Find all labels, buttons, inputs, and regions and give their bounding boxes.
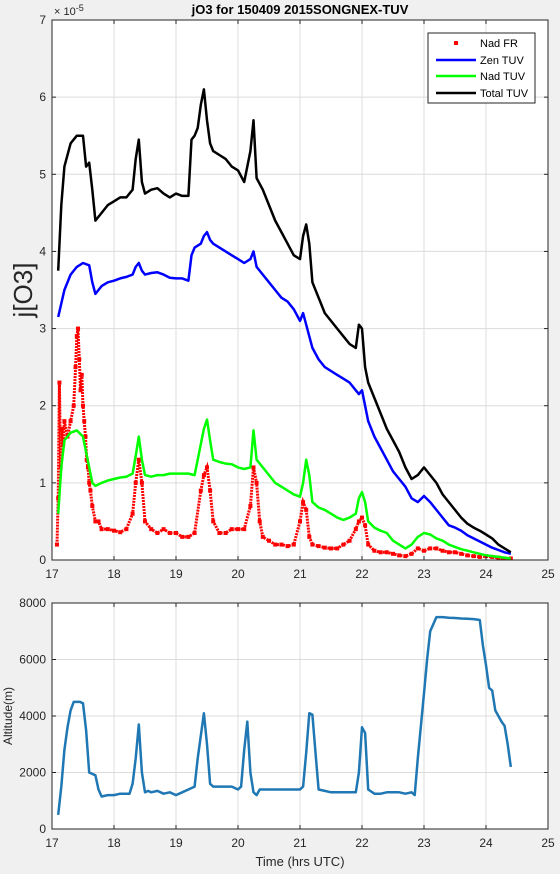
- jo3-xtick-label-18: 18: [107, 567, 121, 581]
- jo3-point-nad-fr-64: [298, 519, 302, 524]
- altitude-line-series-0: [56, 615, 513, 816]
- altitude-ytick-label-0: 0: [39, 822, 46, 836]
- jo3-point-nad-fr-96: [471, 554, 476, 559]
- jo3-point-nad-fr-11: [74, 334, 79, 339]
- altitude-ytick-label-4000: 4000: [19, 709, 46, 723]
- legend-marker-nad-fr: [454, 41, 458, 45]
- jo3-ytick-label-2: 2: [39, 399, 46, 413]
- jo3-point-nad-fr-78: [363, 523, 368, 528]
- altitude-xtick-label-17: 17: [45, 836, 59, 850]
- altitude-ytick-label-8000: 8000: [19, 596, 46, 610]
- jo3-point-nad-fr-22: [88, 488, 93, 493]
- jo3-xtick-label-21: 21: [293, 567, 307, 581]
- altitude-xtick-label-21: 21: [293, 836, 307, 850]
- jo3-point-nad-fr-86: [409, 551, 414, 556]
- jo3-point-nad-fr-97: [477, 554, 482, 559]
- jo3-xtick-label-24: 24: [479, 567, 493, 581]
- jo3-point-nad-fr-95: [465, 553, 470, 558]
- altitude-xlabel: Time (hrs UTC): [255, 854, 344, 869]
- jo3-point-nad-fr-37: [155, 531, 160, 535]
- legend-label-total-tuv: Total TUV: [480, 88, 529, 100]
- jo3-xtick-label-19: 19: [169, 567, 183, 581]
- altitude-xtick-label-22: 22: [355, 836, 369, 850]
- jo3-xtick-label-25: 25: [541, 567, 555, 581]
- altitude-xtick-label-19: 19: [169, 836, 183, 850]
- legend-entry-zen-tuv: Zen TUV: [436, 55, 524, 67]
- altitude-xtick-label-23: 23: [417, 836, 431, 850]
- legend-box: [427, 32, 536, 104]
- altitude-ticks: 17 18 19 20 21 22 23 24 25 0 2000 4000 6000 8000: [19, 596, 555, 850]
- jo3-point-nad-fr-2: [57, 380, 62, 385]
- jo3-ytick-label-6: 6: [39, 90, 46, 104]
- jo3-line-nad-tuv: [56, 418, 511, 560]
- legend-entry-nad-fr: Nad FR: [454, 38, 518, 50]
- jo3-point-nad-fr-59: [267, 538, 271, 543]
- jo3-title: jO3 for 150409 2015SONGNEX-TUV: [191, 2, 409, 17]
- altitude-xtick-label-24: 24: [479, 836, 493, 850]
- jo3-xtick-label-22: 22: [355, 567, 369, 581]
- jo3-point-nad-fr-47: [208, 488, 213, 493]
- jo3-point-nad-fr-17: [82, 419, 87, 424]
- jo3-ytick-label-4: 4: [39, 244, 46, 258]
- altitude-xtick-label-18: 18: [107, 836, 121, 850]
- jo3-ylabel: j[O3]: [8, 263, 38, 319]
- altitude-ylabel: Altitude(m): [1, 687, 15, 745]
- jo3-xtick-label-20: 20: [231, 567, 245, 581]
- jo3-line-zen-tuv: [56, 230, 512, 556]
- jo3-point-nad-fr-73: [341, 542, 346, 547]
- jo3-ytick-label-3: 3: [39, 322, 46, 336]
- jo3-xtick-label-23: 23: [417, 567, 431, 581]
- jo3-point-nad-fr-13: [77, 357, 82, 362]
- altitude-series: [56, 615, 513, 816]
- legend-label-nad-fr: Nad FR: [480, 38, 518, 50]
- jo3-exponent-label: × 10-5: [54, 3, 84, 18]
- altitude-ytick-label-2000: 2000: [19, 766, 46, 780]
- altitude-xtick-label-20: 20: [231, 836, 245, 850]
- jo3-point-nad-fr-9: [71, 403, 76, 408]
- jo3-point-nad-fr-63: [291, 542, 296, 547]
- jo3-ytick-label-1: 1: [39, 476, 46, 490]
- jo3-point-nad-fr-30: [124, 527, 129, 532]
- jo3-point-nad-fr-18: [83, 434, 88, 439]
- jo3-legend: Nad FR Zen TUV Nad TUV Total TUV: [427, 32, 536, 104]
- jo3-point-nad-fr-68: [310, 542, 315, 547]
- jo3-xtick-label-17: 17: [45, 567, 59, 581]
- altitude-plot: 17 18 19 20 21 22 23 24 25 0 2000 4000 6000 8000 Alti…: [1, 596, 555, 869]
- jo3-point-nad-fr-43: [192, 531, 197, 535]
- jo3-point-nad-fr-40: [174, 531, 178, 535]
- jo3-ytick-label-0: 0: [39, 553, 46, 567]
- jo3-point-nad-fr-50: [223, 531, 228, 535]
- jo3-point-nad-fr-32: [133, 480, 138, 485]
- jo3-line-total-tuv: [56, 88, 512, 554]
- jo3-point-nad-fr-39: [167, 531, 172, 535]
- altitude-xtick-label-25: 25: [541, 836, 555, 850]
- legend-label-zen-tuv: Zen TUV: [480, 55, 524, 67]
- legend-entry-nad-tuv: Nad TUV: [436, 71, 526, 83]
- jo3-point-nad-fr-77: [360, 515, 364, 520]
- jo3-trail-nad-fr: [55, 328, 511, 560]
- legend-label-nad-tuv: Nad TUV: [480, 71, 526, 83]
- jo3-ytick-label-5: 5: [39, 167, 46, 181]
- jo3-series: [54, 88, 513, 561]
- legend-entry-total-tuv: Total TUV: [436, 88, 529, 100]
- jo3-point-nad-fr-88: [422, 548, 426, 553]
- jo3-series-nad-fr: [54, 326, 513, 561]
- jo3-ytick-label-7: 7: [39, 13, 46, 27]
- altitude-ytick-label-6000: 6000: [19, 653, 46, 667]
